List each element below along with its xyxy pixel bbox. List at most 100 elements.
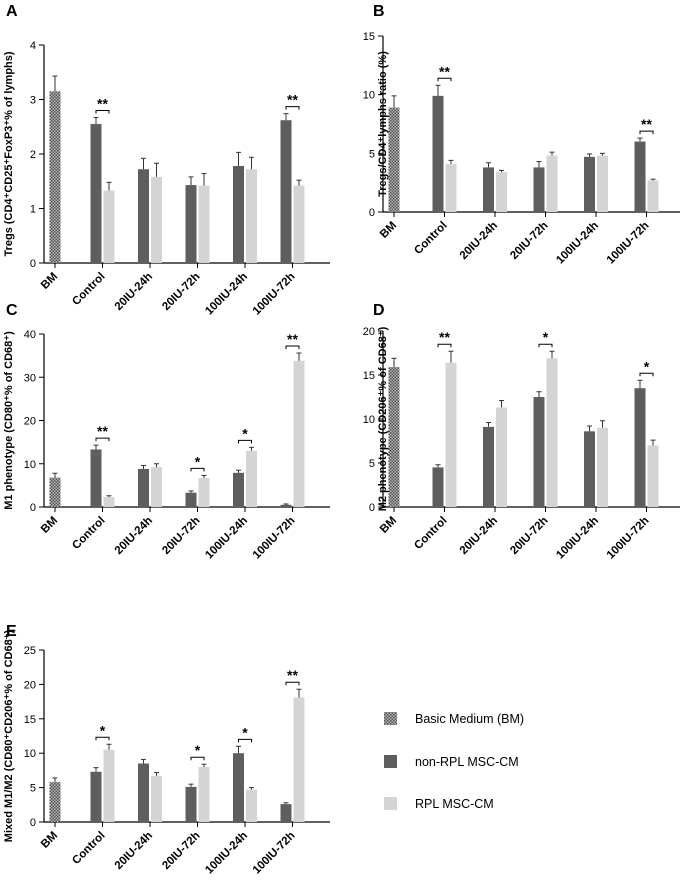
- y-tick-label: 20: [363, 326, 375, 338]
- x-tick-label: 100IU-24h: [554, 515, 601, 562]
- significance-bracket: [538, 343, 553, 348]
- y-axis-label: Tregs/CD4⁺lymphs ratio (%): [377, 51, 389, 197]
- x-tick-label: 100IU-72h: [251, 271, 298, 318]
- y-tick-label: 5: [30, 783, 36, 795]
- legend-swatch-non-rpl: [384, 755, 397, 768]
- bar-bm: [388, 107, 400, 212]
- significance-label: **: [641, 116, 652, 132]
- y-tick-label: 25: [24, 645, 36, 657]
- x-tick-label: BM: [39, 271, 60, 292]
- bar-non-rpl: [233, 165, 244, 263]
- x-tick-label: Control: [70, 830, 107, 867]
- significance-label: *: [242, 425, 248, 441]
- chart-panel-c: C 0 10 20 30 40 M1 phenotype (CD80⁺% of CD68⁺)…: [3, 302, 330, 562]
- bar-rpl: [151, 467, 162, 507]
- bar-non-rpl: [280, 120, 292, 264]
- significance-label: *: [644, 358, 650, 374]
- legend-swatch-bm: [384, 712, 397, 725]
- x-tick-label: BM: [39, 830, 60, 851]
- bar-non-rpl: [138, 468, 149, 507]
- bar-non-rpl: [185, 786, 197, 822]
- significance-bracket: [190, 756, 205, 761]
- bar-non-rpl: [533, 397, 545, 507]
- legend-label-bm: Basic Medium (BM): [415, 712, 524, 726]
- chart-panel-d: D 0 5 10 15 20 M2 phenotype (CD206⁺% of CD68⁺)…: [363, 302, 680, 562]
- bar-rpl: [496, 407, 507, 507]
- x-tick-label: Control: [70, 271, 107, 308]
- significance-label: **: [97, 95, 108, 111]
- bar-non-rpl: [233, 472, 244, 507]
- y-tick-label: 0: [30, 817, 36, 829]
- significance-label: **: [287, 92, 298, 108]
- x-tick-label: 20IU-24h: [113, 271, 155, 313]
- significance-bracket: [95, 109, 110, 114]
- x-tick-label: Control: [412, 515, 449, 552]
- bar-rpl: [293, 185, 305, 263]
- legend: Basic Medium (BM) non-RPL MSC-CM RPL MSC…: [384, 712, 524, 811]
- bar-rpl: [546, 155, 558, 212]
- bar-non-rpl: [634, 141, 646, 212]
- bar-bm: [49, 91, 61, 263]
- significance-bracket: [238, 738, 252, 743]
- x-tick-label: 100IU-72h: [251, 830, 298, 877]
- x-tick-label: BM: [378, 220, 399, 241]
- significance-bracket: [437, 77, 452, 82]
- bar-rpl: [103, 749, 115, 822]
- bar-rpl: [151, 775, 162, 822]
- y-tick-label: 0: [30, 502, 36, 514]
- significance-bracket: [639, 372, 654, 377]
- significance-bracket: [95, 736, 110, 741]
- bar-rpl: [496, 172, 507, 212]
- bar-non-rpl: [432, 95, 444, 212]
- bar-non-rpl: [584, 431, 595, 507]
- significance-bracket: [437, 343, 452, 348]
- bar-bm: [49, 782, 61, 822]
- y-tick-label: 5: [369, 458, 375, 470]
- bar-rpl: [198, 478, 210, 507]
- significance-bracket: [639, 130, 654, 135]
- y-tick-label: 3: [30, 95, 36, 107]
- y-axis-label: M1 phenotype (CD80⁺% of CD68⁺): [3, 331, 15, 510]
- significance-label: **: [439, 63, 450, 79]
- x-tick-label: 20IU-24h: [113, 515, 155, 557]
- panel-letter: E: [6, 623, 17, 640]
- x-tick-label: 100IU-24h: [203, 271, 250, 318]
- x-tick-label: 20IU-24h: [113, 830, 155, 872]
- bar-non-rpl: [483, 426, 494, 507]
- panel-letter: B: [373, 3, 385, 20]
- significance-bracket: [285, 345, 300, 350]
- bar-non-rpl: [634, 388, 646, 507]
- y-tick-label: 10: [24, 459, 36, 471]
- y-tick-label: 4: [30, 40, 36, 52]
- y-tick-label: 20: [24, 679, 36, 691]
- bar-rpl: [445, 163, 457, 212]
- bar-rpl: [246, 789, 257, 822]
- bar-non-rpl: [185, 492, 197, 507]
- bar-non-rpl: [432, 467, 444, 507]
- y-tick-label: 2: [30, 149, 36, 161]
- y-axis-label: M2 phenotype (CD206⁺% of CD68⁺): [377, 326, 389, 511]
- bar-non-rpl: [584, 156, 595, 212]
- significance-label: *: [100, 722, 106, 738]
- bar-rpl: [445, 362, 457, 507]
- bar-rpl: [103, 190, 115, 263]
- legend-swatch-rpl: [384, 797, 397, 810]
- y-tick-label: 0: [369, 207, 375, 219]
- bar-rpl: [246, 450, 257, 507]
- y-tick-label: 20: [24, 416, 36, 428]
- bar-rpl: [151, 176, 162, 263]
- x-tick-label: 20IU-72h: [160, 271, 202, 313]
- bar-rpl: [647, 180, 659, 212]
- bar-rpl: [198, 766, 210, 822]
- y-tick-label: 1: [30, 204, 36, 216]
- chart-panel-a: A 0 1 2 3 4 Tregs (CD4⁺CD25⁺FoxP3⁺% of lymphs)…: [3, 3, 330, 318]
- x-tick-label: 100IU-72h: [605, 220, 652, 267]
- bar-non-rpl: [90, 449, 102, 507]
- bar-non-rpl: [90, 124, 102, 264]
- y-tick-label: 15: [363, 370, 375, 382]
- bar-rpl: [293, 697, 305, 822]
- bar-rpl: [597, 427, 608, 507]
- y-tick-label: 30: [24, 372, 36, 384]
- y-tick-label: 40: [24, 329, 36, 341]
